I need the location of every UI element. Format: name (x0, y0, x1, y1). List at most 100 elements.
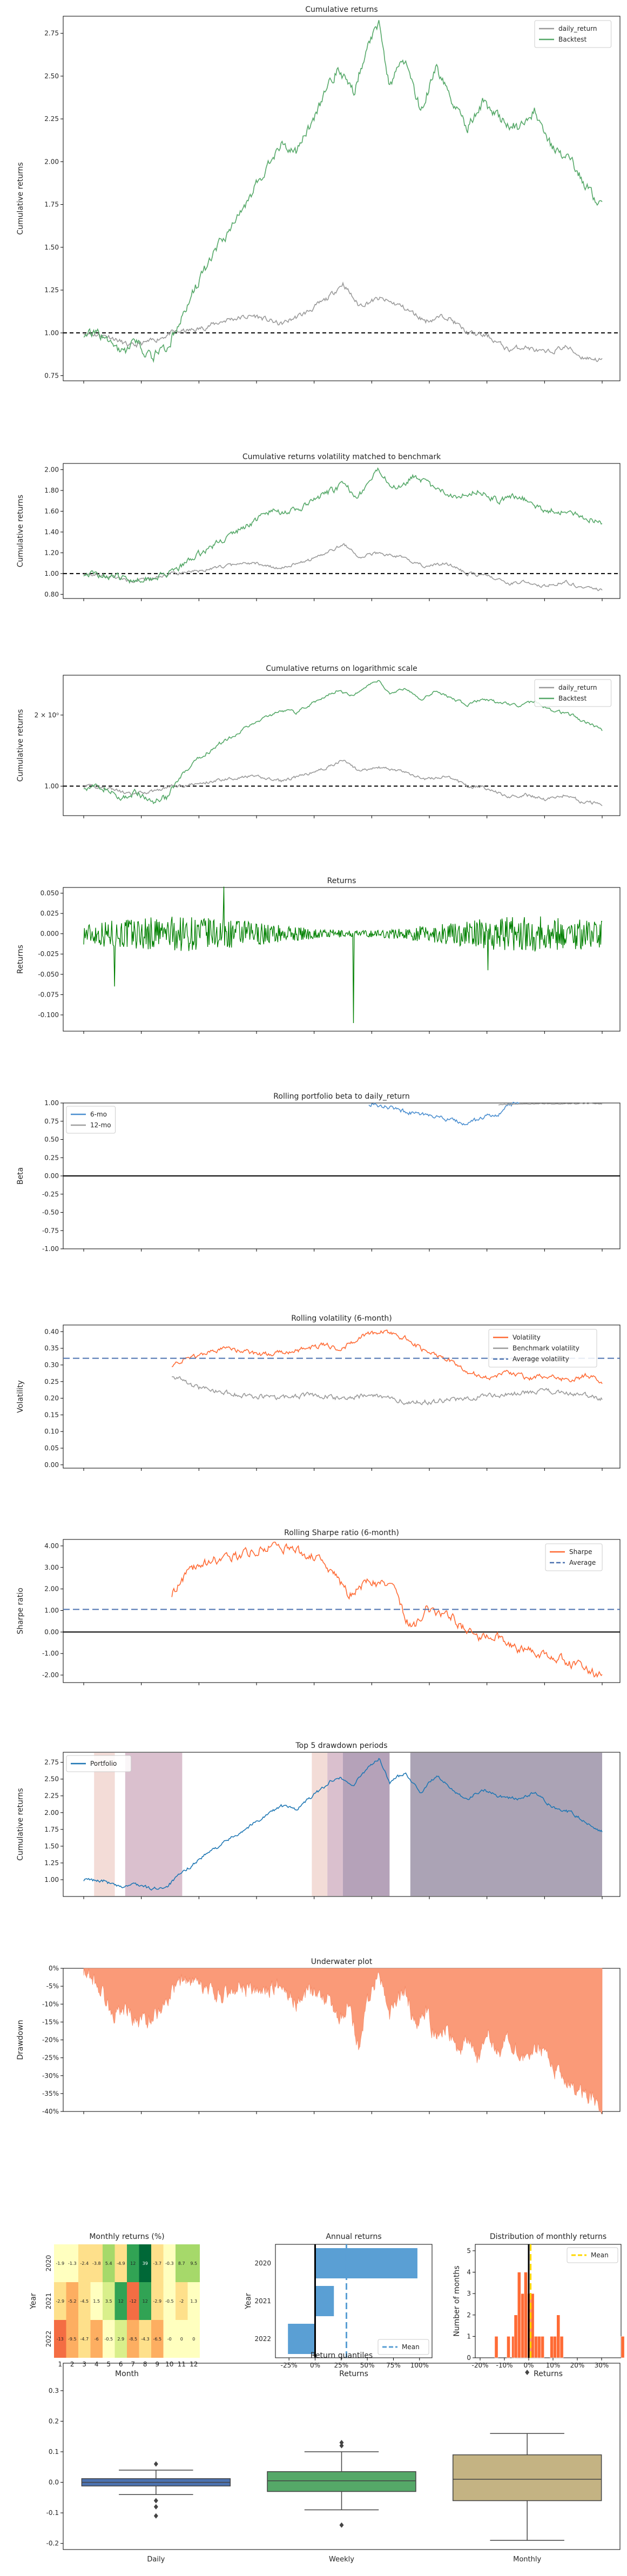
returns-line (83, 886, 603, 1024)
histogram-bar (534, 2336, 538, 2358)
y-axis-label: Cumulative returns (16, 495, 25, 567)
y-tick-label: 0.000 (41, 930, 59, 938)
y-tick-label: -0.025 (38, 950, 59, 958)
y-tick-label: 2.25 (44, 1792, 59, 1800)
heatmap-cell-label: -0 (167, 2337, 172, 2342)
x-tick-label: 50% (360, 2362, 375, 2369)
heatmap-cell (187, 2320, 200, 2358)
y-tick-label: -10% (42, 2000, 59, 2008)
y-tick-label: 2022 (254, 2335, 271, 2343)
heatmap-cell-label: -13 (57, 2337, 64, 2342)
x-tick-label: 0% (310, 2362, 320, 2369)
heatmap-cell (151, 2320, 164, 2358)
heatmap-cell-label: -0.5 (104, 2337, 113, 2342)
heatmap-cell (139, 2244, 151, 2282)
y-tick-label: 0.3 (49, 2387, 59, 2395)
return-quantiles-chart: Return quantiles 0.3 0.2 0.1 0.0 -0.1 -0.2 Dail… (46, 2351, 621, 2564)
heatmap-cell-label: -4.5 (80, 2299, 89, 2304)
heatmap-cell (66, 2282, 78, 2320)
histogram-bar (550, 2336, 554, 2358)
legend-box (534, 679, 612, 707)
heatmap-cell-label: 1.5 (93, 2299, 100, 2304)
plot-frame (63, 1324, 621, 1469)
cum-chart: Cumulative returns 0.75 1.00 1.25 1.50 1.75 2.… (16, 5, 621, 384)
y-tick-label: -20% (42, 2036, 59, 2044)
y-tick-label: -0.50 (42, 1209, 59, 1216)
y-tick-label: 0.10 (44, 1428, 59, 1435)
y-tick-label: 1.40 (44, 528, 59, 536)
x-tick-label: -10% (496, 2362, 513, 2369)
y-tick-label: -0.1 (46, 2509, 59, 2517)
legend-label: Benchmark volatility (513, 1344, 579, 1352)
heatmap-cell-label: 8.7 (178, 2261, 185, 2266)
heatmap-cell (163, 2320, 176, 2358)
heatmap-cell (163, 2282, 176, 2320)
y-tick-label: 4.00 (44, 1542, 59, 1550)
y-tick-label: 0.75 (44, 1118, 59, 1125)
y-tick-label: 1.00 (44, 1607, 59, 1615)
sharpe-chart: Rolling Sharpe ratio (6-month) 4.00 3.00 2.… (16, 1529, 621, 1685)
legend: Portfolio (66, 1755, 132, 1772)
y-tick-label: 2.00 (44, 1585, 59, 1593)
drawdown-period (312, 1753, 328, 1896)
y-tick-label: 0.00 (44, 1172, 59, 1180)
histogram-bar (556, 2315, 561, 2358)
y-tick-label: 2.50 (44, 1775, 59, 1783)
heatmap-cell (127, 2244, 139, 2282)
y-tick-label: 2.00 (44, 466, 59, 474)
heatmap-cell-label: -2.9 (56, 2299, 64, 2304)
heatmap-cell (187, 2282, 200, 2320)
x-tick-label: 11 (178, 2360, 186, 2368)
y-tick-label: 1.50 (44, 244, 59, 251)
heatmap-cell (114, 2282, 127, 2320)
rollvol-chart: Rolling volatility (6-month) 0.40 0.35 0.30… (16, 1314, 621, 1471)
heatmap-cell (103, 2282, 115, 2320)
y-tick-label: 0.025 (41, 910, 59, 917)
legend: 6-mo 12-mo (66, 1106, 116, 1134)
x-tick-label: 6 (119, 2360, 123, 2368)
heatmap-cell-label: 2.9 (117, 2337, 124, 2342)
heatmap-cell-label: -5.2 (68, 2299, 77, 2304)
y-tick-label: 1.00 (44, 1876, 59, 1884)
heatmap-cell-label: -6.5 (153, 2337, 161, 2342)
heatmap-cell (90, 2320, 103, 2358)
y-tick-label: -1.00 (42, 1245, 59, 1253)
y-tick-label: 2.50 (44, 72, 59, 80)
y-tick-label: 2022 (45, 2331, 52, 2348)
y-tick-label: 2.75 (44, 30, 59, 37)
quantile-box (452, 2454, 602, 2501)
y-tick-label: -0.050 (38, 971, 59, 978)
heatmap-cell-label: -0.3 (165, 2261, 174, 2266)
y-tick-label: 1.00 (44, 329, 59, 337)
series-line (171, 1376, 603, 1405)
plot-frame (63, 1752, 621, 1897)
y-tick-label: 1.25 (44, 286, 59, 294)
series-line (83, 759, 603, 806)
series-line (83, 1758, 603, 1891)
heatmap-cell (114, 2320, 127, 2358)
y-tick-label: 2020 (254, 2259, 271, 2267)
y-tick-label: -0.2 (46, 2540, 59, 2547)
chart-title: Annual returns (326, 2232, 381, 2241)
heatmap-cell-label: 5.4 (105, 2261, 112, 2266)
plot-frame (63, 463, 621, 599)
legend-label: Volatility (513, 1334, 541, 1341)
y-tick-label: 4 (467, 2269, 471, 2276)
y-tick-label: 1.00 (44, 782, 59, 790)
legend-label: Sharpe (569, 1548, 592, 1556)
series-line (83, 680, 603, 805)
heatmap-cell (78, 2320, 91, 2358)
heatmap-cell (54, 2282, 66, 2320)
y-tick-label: 1.60 (44, 507, 59, 515)
series-line (368, 1101, 520, 1126)
legend-box (567, 2247, 618, 2263)
x-tick-label: 100% (410, 2362, 429, 2369)
histogram-bar (553, 2336, 557, 2358)
y-axis-label: Returns (16, 945, 25, 974)
heatmap-cell-label: -4.9 (117, 2261, 125, 2266)
heatmap-cell (54, 2244, 66, 2282)
heatmap-cell-label: -3.7 (153, 2261, 161, 2266)
y-tick-label: 0.15 (44, 1411, 59, 1418)
heatmap-cell (151, 2244, 164, 2282)
x-tick-label: -20% (471, 2362, 488, 2369)
